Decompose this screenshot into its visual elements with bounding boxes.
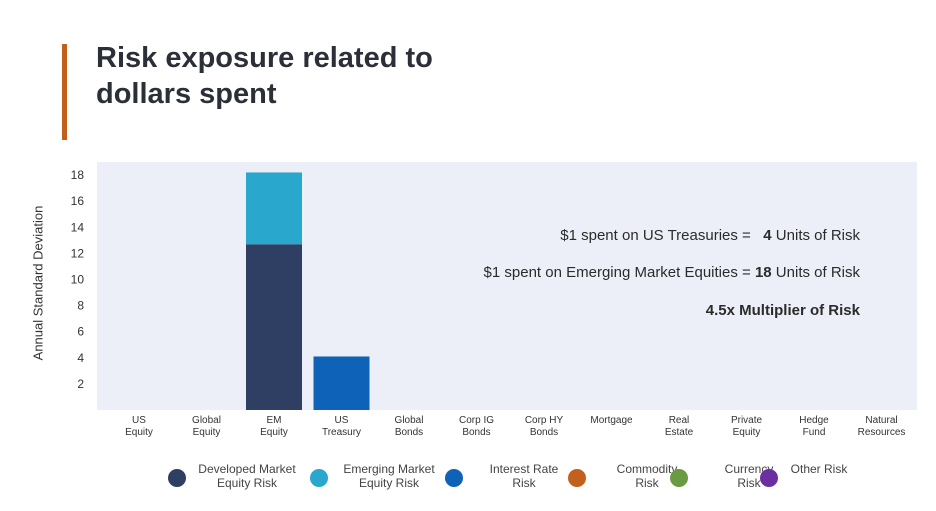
- x-tick-label: Hedge Fund: [799, 415, 829, 438]
- x-tick-label: Mortgage: [590, 415, 633, 426]
- x-tick-label: Global Bonds: [395, 415, 424, 438]
- legend-swatch: [445, 469, 463, 487]
- legend-swatch: [310, 469, 328, 487]
- title-line-2: dollars spent: [96, 78, 277, 110]
- legend-label: Interest Rate Risk: [489, 462, 559, 490]
- y-tick-label: 8: [77, 299, 84, 313]
- y-tick-label: 14: [71, 220, 85, 234]
- x-tick-label: Private Equity: [731, 415, 763, 438]
- legend-swatch: [670, 469, 688, 487]
- x-tick-label: Corp HY Bonds: [525, 415, 564, 438]
- chart-legend: Developed Market Equity Risk Emerging Mark…: [160, 462, 880, 496]
- bar-segment: [313, 356, 370, 410]
- x-tick-label: Natural Resources: [858, 415, 906, 438]
- x-tick-label: Global Equity: [192, 415, 221, 438]
- legend-label: Emerging Market Equity Risk: [343, 462, 435, 490]
- title-line-1: Risk exposure related to: [96, 42, 433, 74]
- legend-swatch: [568, 469, 586, 487]
- x-tick-label: EM Equity: [260, 415, 288, 438]
- title-accent-bar: [62, 44, 67, 140]
- plot-area: [97, 162, 917, 410]
- y-tick-label: 4: [77, 351, 84, 365]
- annotation-text: 4.5x Multiplier of Risk: [706, 302, 861, 319]
- y-tick-label: 6: [77, 325, 84, 339]
- x-tick-label: US Equity: [125, 415, 153, 438]
- annotation-text: $1 spent on US Treasuries = 4 Units of R…: [560, 227, 860, 244]
- x-tick-label: Corp IG Bonds: [459, 415, 494, 438]
- legend-label: Commodity Risk: [616, 462, 678, 490]
- bar-segment: [246, 172, 302, 245]
- bar-segment: [246, 244, 302, 410]
- annotation-text: $1 spent on Emerging Market Equities = 1…: [484, 264, 861, 281]
- y-tick-label: 12: [71, 246, 85, 260]
- legend-swatch: [168, 469, 186, 487]
- legend-swatch: [760, 469, 778, 487]
- y-tick-label: 10: [71, 272, 85, 286]
- legend-label: Other Risk: [790, 462, 848, 476]
- x-tick-label: US Treasury: [322, 415, 361, 438]
- page-title: Risk exposure related to dollars spent: [96, 40, 516, 112]
- legend-label: Developed Market Equity Risk: [198, 462, 296, 490]
- y-tick-label: 18: [71, 168, 85, 182]
- y-tick-label: 2: [77, 377, 84, 391]
- x-tick-label: Real Estate: [665, 415, 694, 438]
- y-tick-label: 16: [71, 194, 85, 208]
